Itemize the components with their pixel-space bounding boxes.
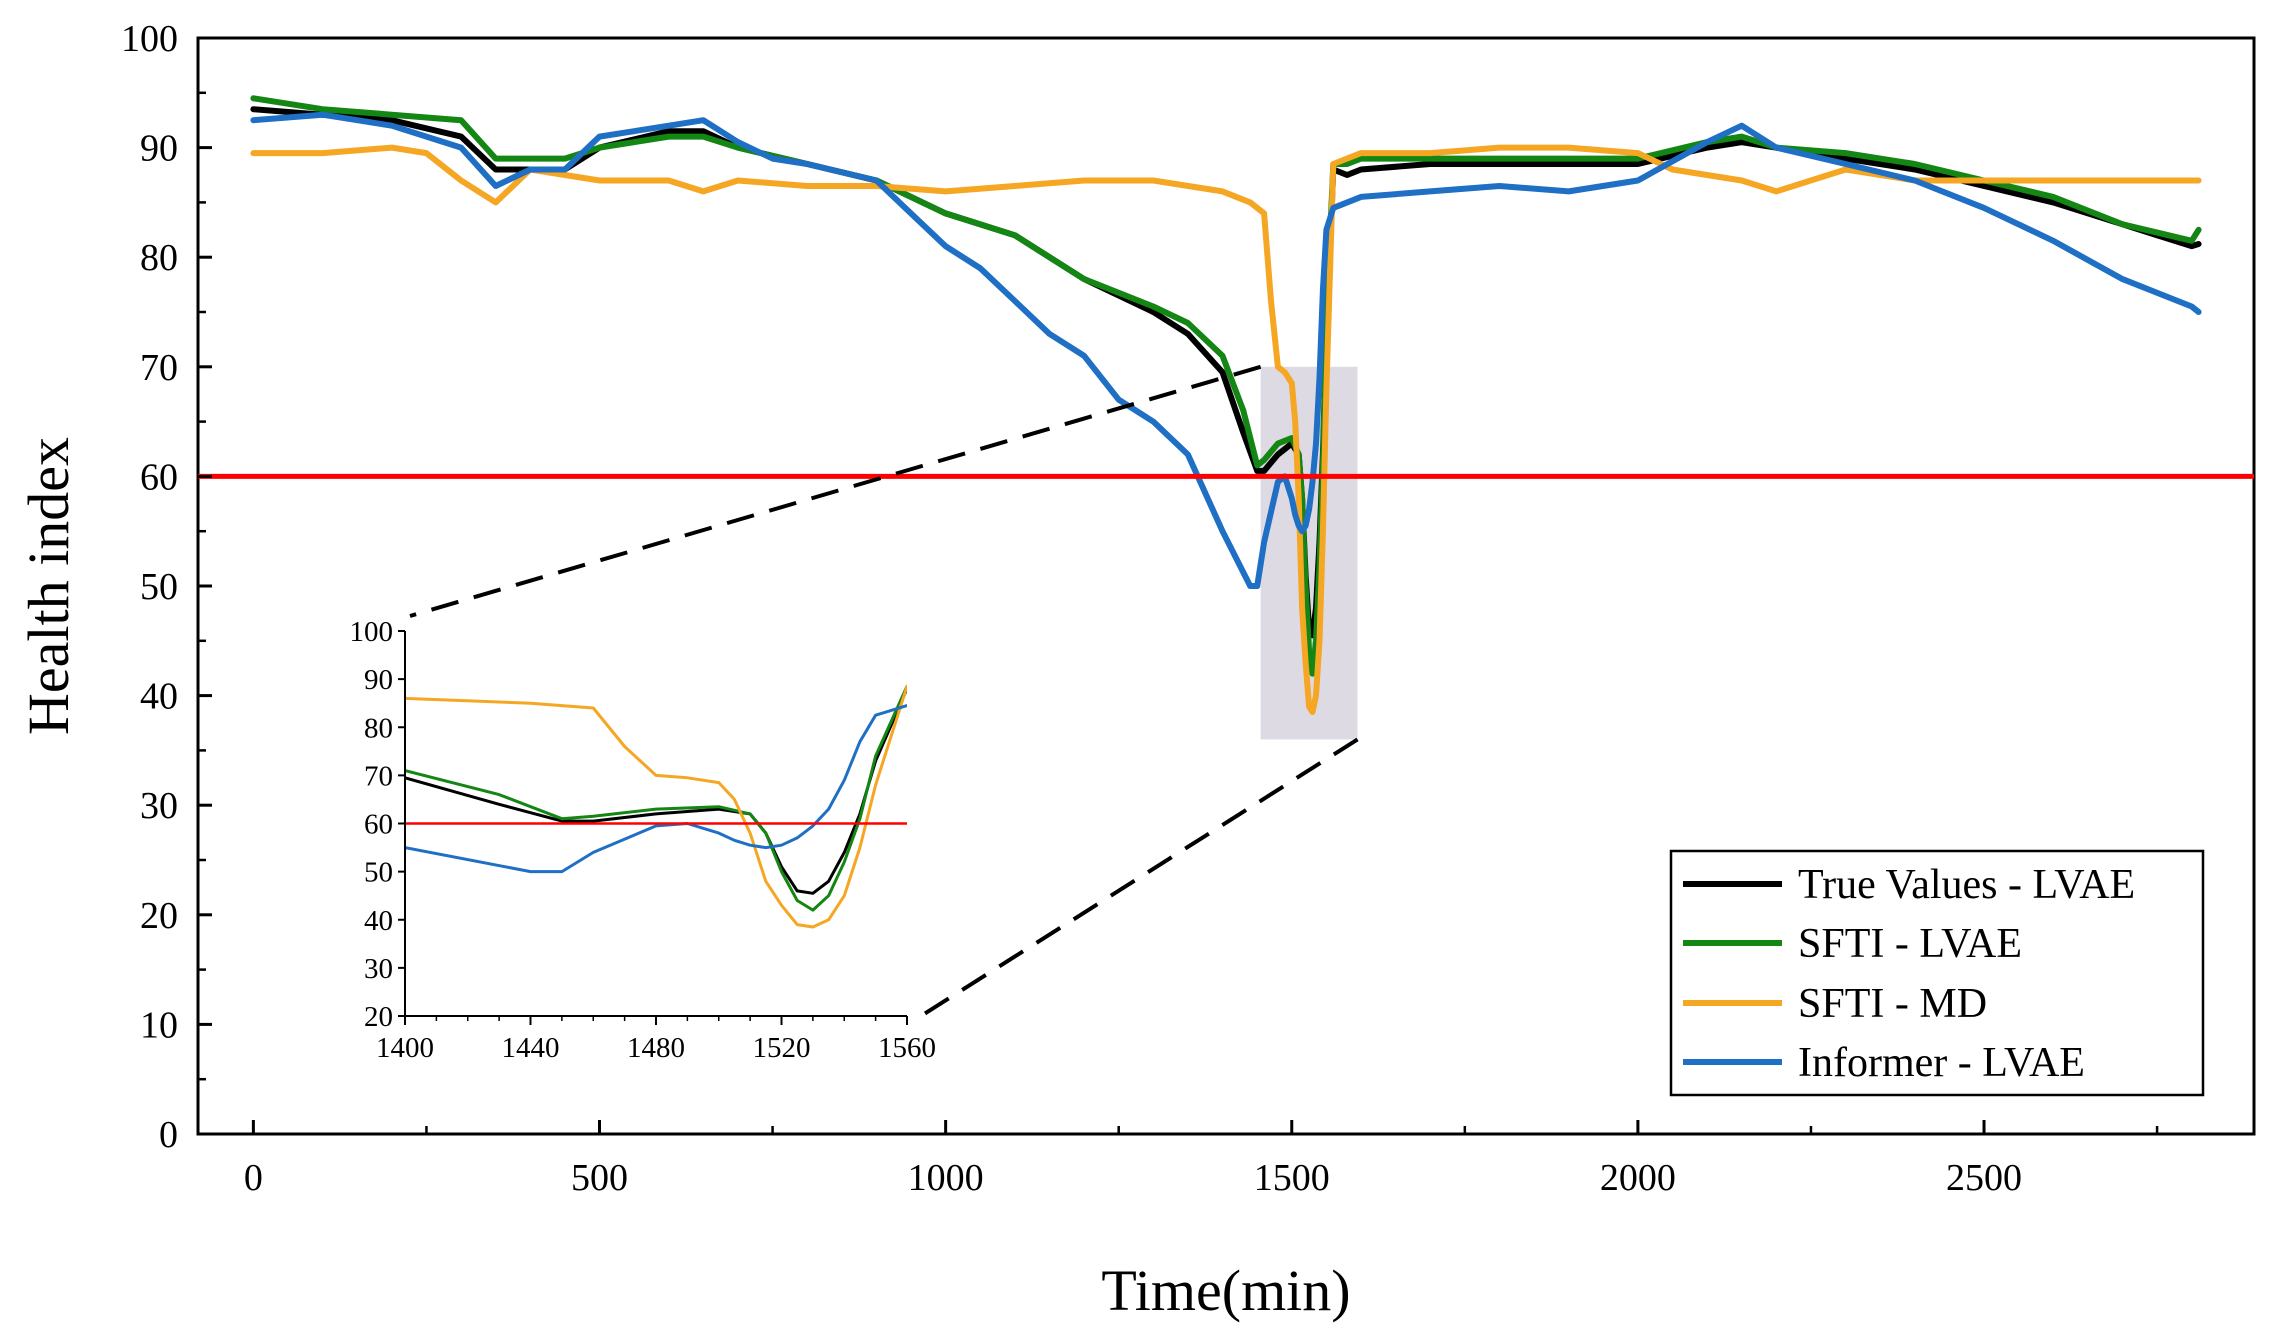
y-tick-label: 50: [140, 566, 178, 608]
legend-box: [1669, 849, 2205, 1097]
x-tick-label: 1000: [908, 1157, 984, 1199]
y-tick-label: 90: [140, 128, 178, 170]
y-tick-label: 100: [121, 18, 178, 60]
inset-series-line-sfti-lvae: [405, 684, 907, 912]
series-line-informer-lvae: [250, 111, 2202, 589]
y-tick-label: 0: [159, 1114, 178, 1156]
inset-y-tick-label: 80: [364, 712, 393, 744]
inset-y-tick-label: 40: [364, 905, 393, 937]
series-line-sfti-md: [250, 144, 2202, 715]
legend-label-sfti-md: SFTI - MD: [1798, 981, 1987, 1027]
inset-y-tick-label: 90: [364, 664, 393, 696]
legend-label-informer: Informer - LVAE: [1798, 1040, 2085, 1086]
x-tick-label: 1500: [1254, 1157, 1330, 1199]
y-tick-label: 10: [140, 1004, 178, 1046]
inset-x-tick-label: 1400: [376, 1032, 434, 1064]
y-axis-title: Health index: [16, 437, 81, 735]
legend-label-true-values: True Values - LVAE: [1798, 862, 2135, 908]
inset-x-tick-label: 1560: [878, 1032, 936, 1064]
inset-series-line-sfti-md: [405, 684, 907, 929]
x-tick-label: 2000: [1600, 1157, 1676, 1199]
y-tick-label: 40: [140, 676, 178, 718]
y-tick-label: 30: [140, 785, 178, 827]
legend: True Values - LVAE SFTI - LVAE SFTI - MD…: [1669, 849, 2205, 1097]
inset-y-tick-label: 60: [364, 809, 393, 841]
x-tick-label: 2500: [1946, 1157, 2022, 1199]
inset-y-tick-label: 70: [364, 760, 393, 792]
inset-y-tick-label: 50: [364, 857, 393, 889]
y-tick-label: 20: [140, 895, 178, 937]
x-axis-title: Time(min): [1101, 1258, 1350, 1323]
y-tick-label: 70: [140, 347, 178, 389]
inset-x-tick-label: 1480: [627, 1032, 685, 1064]
x-tick-label: 500: [571, 1157, 628, 1199]
inset-x-tick-label: 1520: [753, 1032, 811, 1064]
inset-series-line-informer-lvae: [405, 704, 907, 874]
inset-y-tick-label: 20: [364, 1001, 393, 1033]
inset-x-tick-label: 1440: [502, 1032, 560, 1064]
legend-label-sfti-lvae: SFTI - LVAE: [1798, 921, 2022, 967]
zoom-connector-top: [409, 364, 1262, 618]
inset-y-tick-label: 30: [364, 953, 393, 985]
y-tick-label: 80: [140, 237, 178, 279]
inset-y-tick-label: 100: [350, 616, 394, 648]
x-tick-label: 0: [244, 1157, 263, 1199]
y-tick-label: 60: [140, 456, 178, 498]
